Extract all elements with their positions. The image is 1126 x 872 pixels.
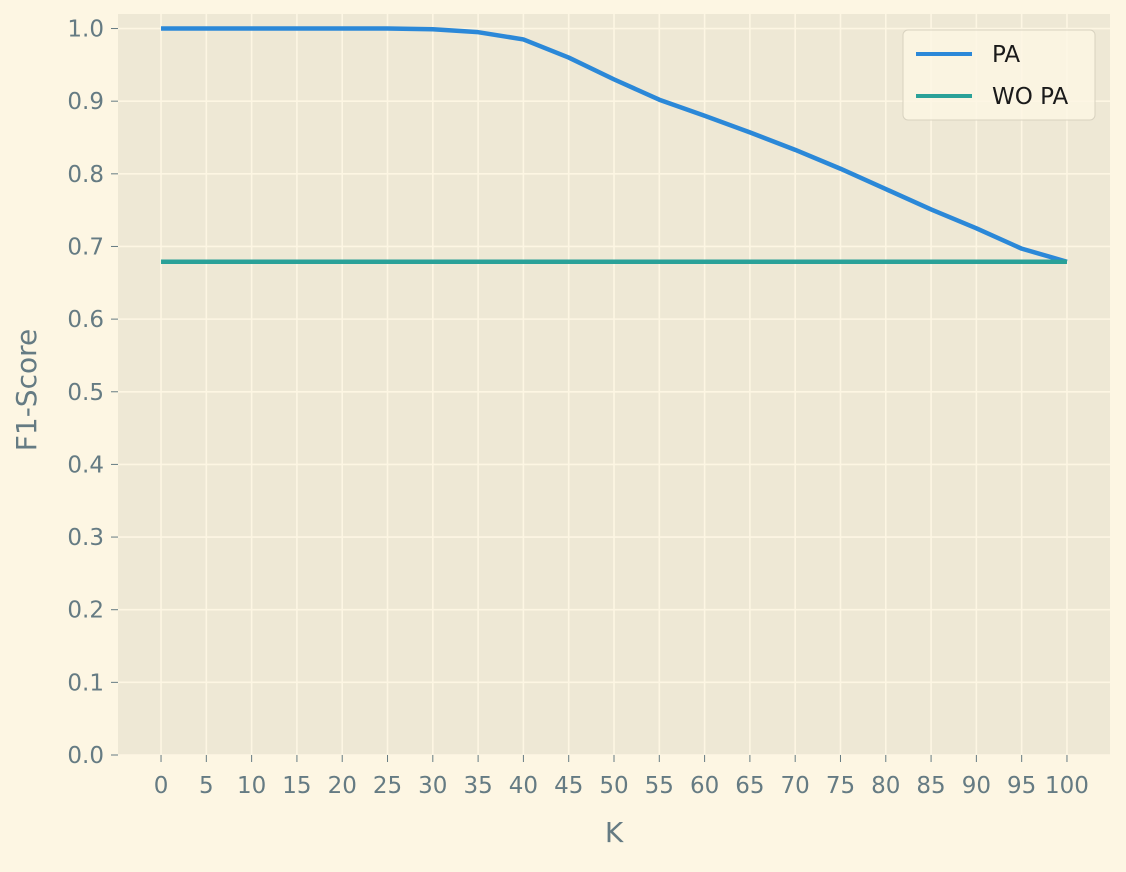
x-tick-label: 45: [554, 773, 583, 799]
axis-ticks: 0 5 10 15 20 25 30 35 40 45 50 55 60 65 70 75 80 85 90 95 10…: [67, 17, 1088, 799]
x-tick-label: 90: [962, 773, 991, 799]
x-tick-label: 5: [199, 773, 214, 799]
x-tick-label: 40: [509, 773, 538, 799]
x-tick-label: 75: [826, 773, 855, 799]
y-tick-label: 1.0: [67, 17, 104, 43]
y-tick-label: 0.0: [67, 743, 104, 769]
x-tick-label: 60: [690, 773, 719, 799]
x-tick-label: 55: [645, 773, 674, 799]
legend: PA WO PA: [902, 29, 1096, 121]
x-tick-label: 10: [237, 773, 266, 799]
x-tick-label: 100: [1045, 773, 1089, 799]
x-tick-label: 80: [871, 773, 900, 799]
y-tick-label: 0.7: [67, 234, 104, 260]
x-axis-label: K: [605, 816, 624, 849]
x-tick-label: 0: [154, 773, 169, 799]
legend-label-wo-pa: WO PA: [992, 84, 1069, 110]
x-tick-label: 95: [1007, 773, 1036, 799]
x-tick-label: 85: [916, 773, 945, 799]
series-line-pa: [161, 26, 1068, 264]
x-tick-label: 35: [463, 773, 492, 799]
y-tick-label: 0.6: [67, 307, 104, 333]
y-tick-label: 0.2: [67, 598, 104, 624]
x-tick-label: 25: [373, 773, 402, 799]
y-tick-label: 0.5: [67, 380, 104, 406]
y-tick-label: 0.1: [67, 670, 104, 696]
y-tick-label: 0.9: [67, 89, 104, 115]
y-tick-label: 0.3: [67, 525, 104, 551]
x-tick-label: 65: [735, 773, 764, 799]
x-tick-label: 15: [282, 773, 311, 799]
x-tick-label: 30: [418, 773, 447, 799]
x-tick-label: 20: [328, 773, 357, 799]
legend-label-pa: PA: [992, 42, 1020, 68]
y-tick-label: 0.4: [67, 452, 104, 478]
x-tick-label: 70: [781, 773, 810, 799]
y-axis-label: F1-Score: [10, 329, 43, 451]
y-tick-label: 0.8: [67, 162, 104, 188]
x-tick-label: 50: [599, 773, 628, 799]
series-lines: [161, 26, 1068, 264]
